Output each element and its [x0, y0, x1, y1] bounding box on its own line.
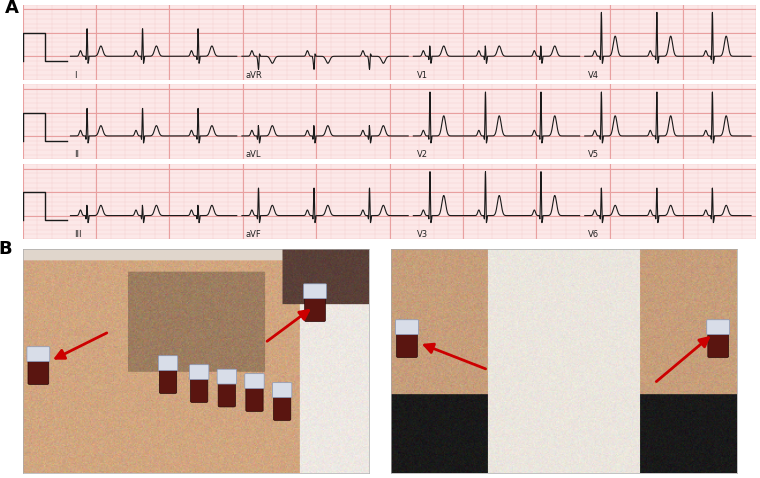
Text: V5: V5 [588, 151, 600, 160]
Text: B: B [0, 239, 12, 258]
FancyBboxPatch shape [218, 378, 236, 407]
Text: II: II [74, 151, 79, 160]
Text: aVL: aVL [245, 151, 261, 160]
Text: V2: V2 [417, 151, 428, 160]
FancyBboxPatch shape [217, 369, 236, 384]
FancyBboxPatch shape [395, 320, 418, 335]
Text: V3: V3 [417, 230, 428, 239]
Text: III: III [74, 230, 81, 239]
FancyBboxPatch shape [189, 365, 209, 380]
FancyBboxPatch shape [245, 374, 264, 389]
FancyBboxPatch shape [245, 382, 263, 412]
FancyBboxPatch shape [28, 355, 49, 384]
Text: V6: V6 [588, 230, 600, 239]
Text: V4: V4 [588, 71, 600, 80]
FancyBboxPatch shape [273, 383, 292, 398]
FancyBboxPatch shape [27, 347, 49, 361]
FancyBboxPatch shape [160, 364, 176, 393]
Text: V1: V1 [417, 71, 428, 80]
FancyBboxPatch shape [274, 391, 291, 421]
FancyBboxPatch shape [708, 328, 729, 358]
Text: A: A [5, 0, 18, 17]
FancyBboxPatch shape [158, 356, 178, 370]
FancyBboxPatch shape [397, 328, 417, 358]
FancyBboxPatch shape [707, 320, 730, 335]
Text: I: I [74, 71, 77, 80]
FancyBboxPatch shape [303, 284, 326, 299]
FancyBboxPatch shape [191, 373, 207, 402]
Text: aVF: aVF [245, 230, 261, 239]
Text: aVR: aVR [245, 71, 262, 80]
FancyBboxPatch shape [305, 293, 325, 322]
